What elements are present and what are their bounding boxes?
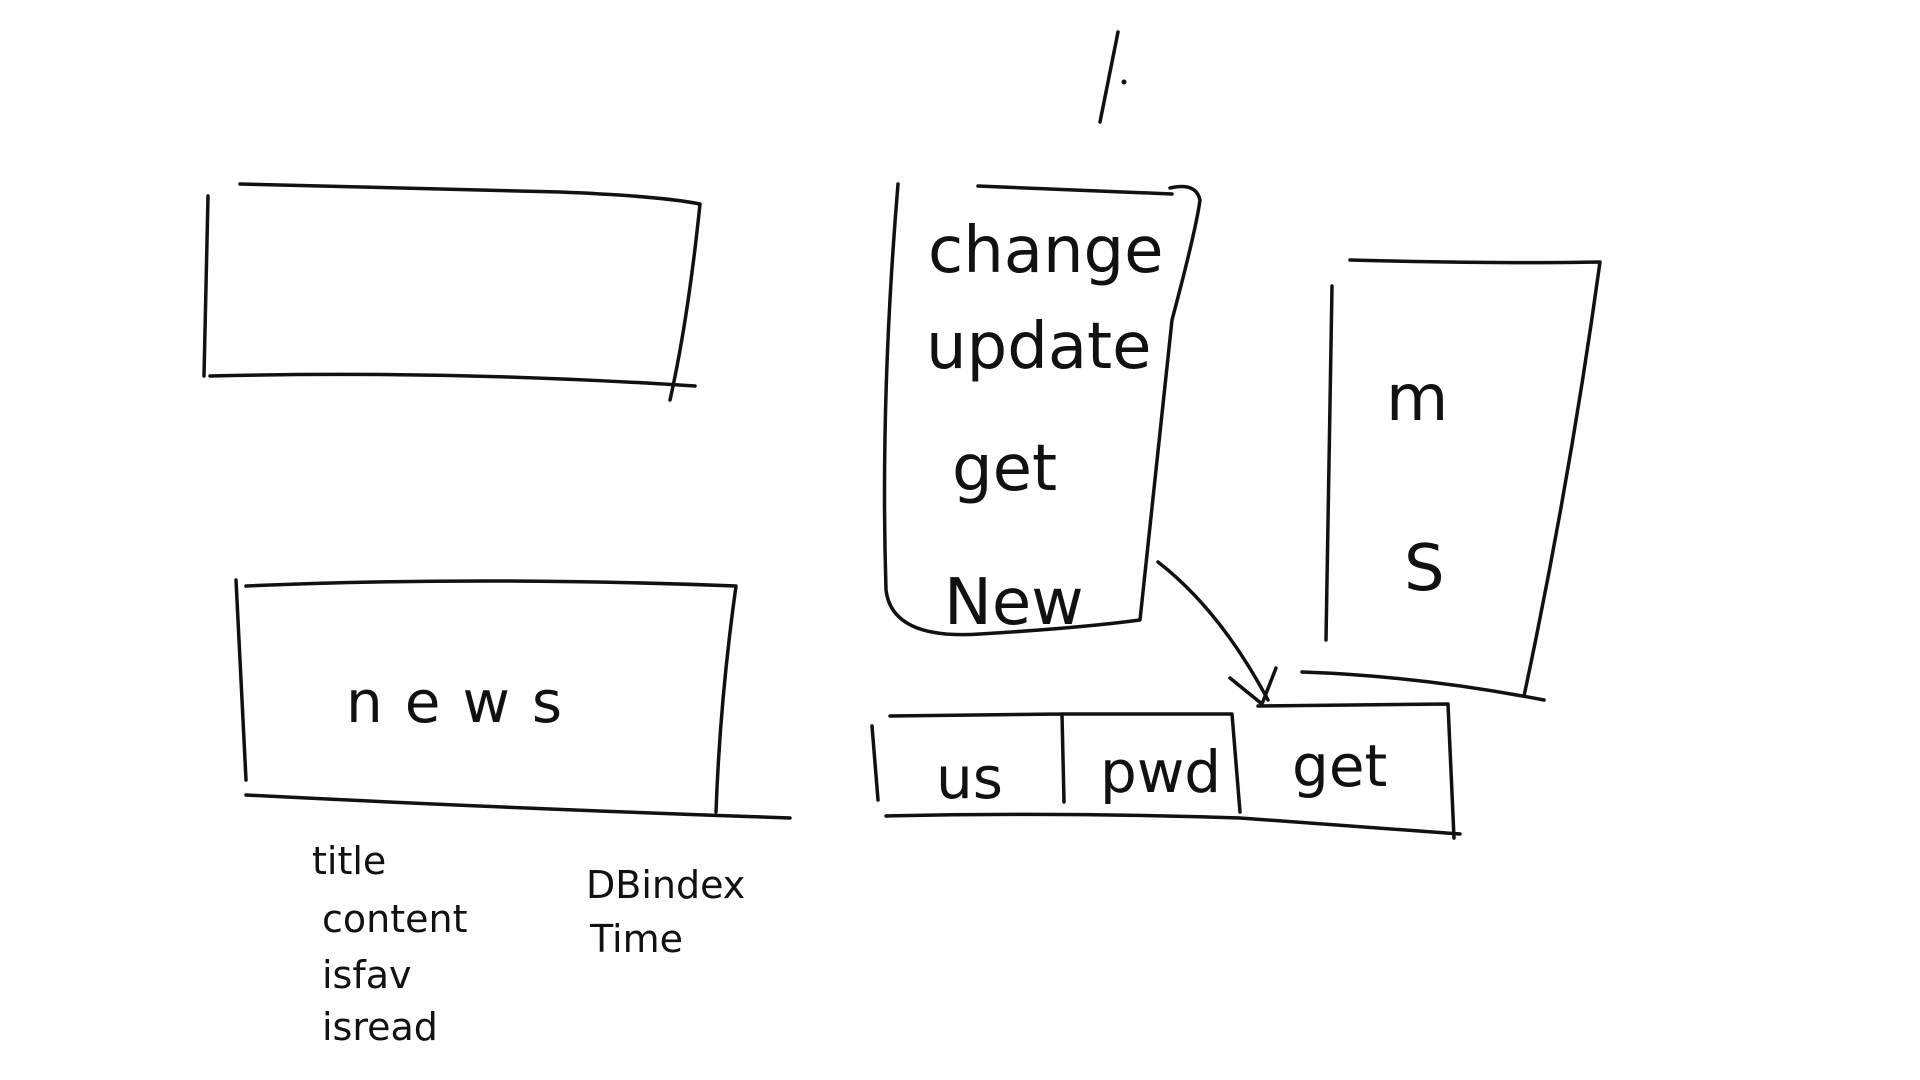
form-row: us pwd get [870,702,1462,840]
news-extra-field: DBindex [586,863,745,907]
step-label: 1. [1098,30,1127,124]
step-label-stroke [1098,30,1120,124]
connector-arrow [1156,560,1278,706]
actions-box: change update get New [882,182,1202,640]
ms-box-letter: m [1386,362,1448,436]
news-field: isfav [322,953,412,997]
left-top-box-outline [202,182,702,402]
news-box-outline [234,578,792,820]
connector-line [1156,560,1270,702]
ms-box: m S [1300,258,1602,702]
news-field: content [322,897,468,941]
news-field: title [312,839,386,883]
ms-box-outline [1300,258,1602,702]
actions-item: update [926,310,1152,384]
news-box: news [234,578,792,820]
news-box-label: news [346,668,584,736]
actions-box-outline [882,182,1202,637]
news-field: isread [322,1005,438,1049]
actions-item: New [944,566,1084,640]
form-row-outline [870,702,1462,840]
news-fields: title content isfav isread DBindex Time [312,839,745,1049]
form-cell-label: get [1292,732,1387,800]
connector-arrowhead [1228,666,1278,706]
actions-item: get [952,432,1057,506]
form-cell-label: us [936,744,1003,812]
actions-item: change [928,214,1164,288]
form-cell-label: pwd [1100,738,1221,806]
ms-box-letter: S [1404,532,1445,606]
news-extra-field: Time [589,917,683,961]
left-top-box [202,182,702,402]
step-label-dot [1121,79,1127,85]
